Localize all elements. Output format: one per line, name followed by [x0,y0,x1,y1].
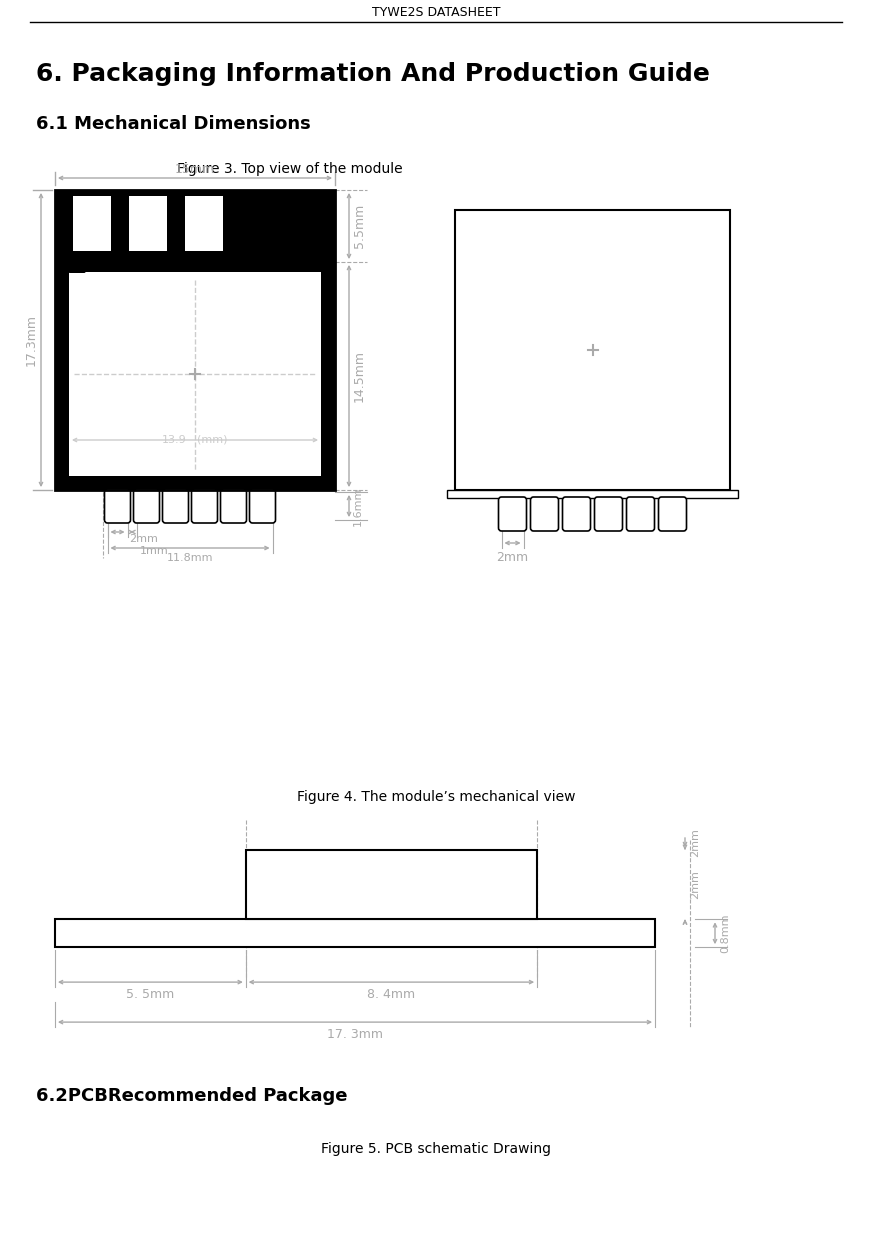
Text: 17.3mm: 17.3mm [25,314,38,366]
Text: TYWE2S DATASHEET: TYWE2S DATASHEET [371,6,501,20]
FancyBboxPatch shape [221,488,247,523]
Bar [185,196,223,250]
Bar [55,262,69,490]
Text: 14.5mm: 14.5mm [353,350,366,402]
Text: 2mm: 2mm [130,535,159,545]
Text: (mm): (mm) [197,435,228,445]
Text: Figure 4. The module’s mechanical view: Figure 4. The module’s mechanical view [296,790,576,804]
FancyBboxPatch shape [162,488,188,523]
Text: 11.8mm: 11.8mm [167,553,214,563]
FancyBboxPatch shape [626,497,655,531]
FancyBboxPatch shape [658,497,686,531]
Text: 2mm: 2mm [690,870,700,900]
Bar [321,262,335,490]
Bar [73,196,111,250]
Text: 2mm: 2mm [690,829,700,857]
FancyBboxPatch shape [562,497,590,531]
Text: 1mm: 1mm [140,546,168,556]
Text: 15mm: 15mm [175,163,215,176]
Text: 6. Packaging Information And Production Guide: 6. Packaging Information And Production … [36,62,710,86]
Bar [69,262,321,272]
Text: 6.2PCBRecommended Package: 6.2PCBRecommended Package [36,1087,348,1105]
Text: 5.5mm: 5.5mm [353,204,366,248]
Text: 6.1 Mechanical Dimensions: 6.1 Mechanical Dimensions [36,115,310,133]
Text: Figure 5. PCB schematic Drawing: Figure 5. PCB schematic Drawing [321,1143,551,1156]
Text: 8. 4mm: 8. 4mm [367,988,415,1001]
Bar [55,189,335,490]
Bar [129,196,167,250]
Text: 5. 5mm: 5. 5mm [126,988,174,1001]
Bar [447,490,738,498]
FancyBboxPatch shape [530,497,558,531]
Bar [455,211,730,490]
FancyBboxPatch shape [192,488,217,523]
Text: 17. 3mm: 17. 3mm [327,1028,383,1042]
Text: 0.8mm: 0.8mm [720,913,730,953]
FancyBboxPatch shape [595,497,623,531]
FancyBboxPatch shape [249,488,276,523]
Bar [55,476,335,490]
FancyBboxPatch shape [68,260,86,273]
Bar [55,920,655,947]
FancyBboxPatch shape [499,497,527,531]
FancyBboxPatch shape [105,488,131,523]
FancyBboxPatch shape [133,488,160,523]
Text: 2mm: 2mm [496,551,528,564]
Text: Figure 3. Top view of the module: Figure 3. Top view of the module [177,162,403,176]
Text: 1.6mm: 1.6mm [353,486,363,526]
Bar [246,850,537,920]
Text: 13.9: 13.9 [162,435,187,445]
Bar [55,189,335,262]
